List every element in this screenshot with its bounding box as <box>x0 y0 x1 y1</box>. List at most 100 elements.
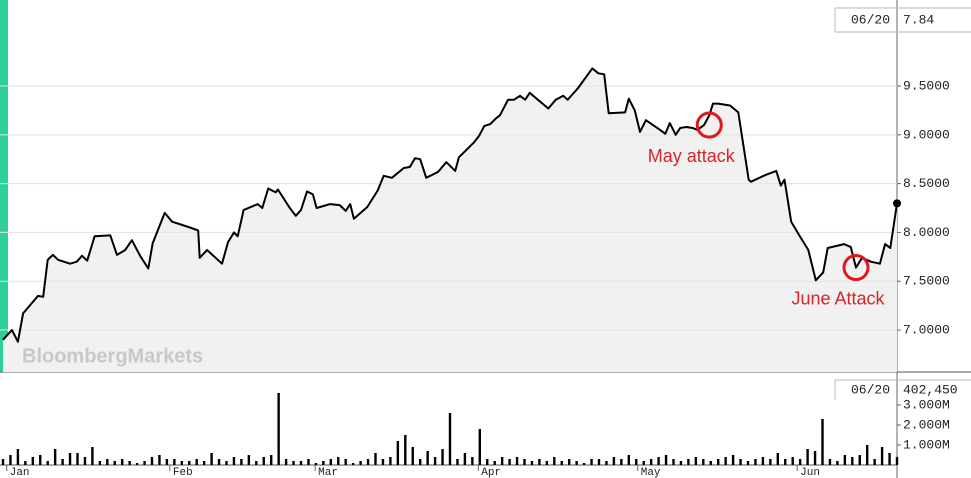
last-point <box>893 199 901 208</box>
volume-bar <box>188 461 191 465</box>
volume-bar <box>486 459 489 465</box>
volume-bar <box>530 461 534 465</box>
x-tick-label: Jan <box>10 467 30 478</box>
y-tick-label: 2.000M <box>903 417 950 432</box>
volume-bar <box>858 455 861 465</box>
volume-bar <box>299 461 303 465</box>
volume-bar <box>679 461 683 465</box>
volume-bar <box>568 459 571 465</box>
volume-bar <box>76 453 79 465</box>
volume-bar <box>46 461 49 465</box>
volume-bar <box>627 455 630 465</box>
volume-bar <box>210 453 213 465</box>
volume-bar <box>836 461 839 465</box>
annotation-circle <box>695 111 723 139</box>
y-tick-label: 7.0000 <box>903 322 950 337</box>
volume-bar <box>776 453 779 465</box>
volume-bar <box>284 459 288 465</box>
volume-bar <box>106 459 109 465</box>
volume-bar <box>672 459 675 465</box>
volume-bar <box>709 461 712 465</box>
volume-bar <box>545 461 549 465</box>
price-line <box>2 67 898 343</box>
volume-bar <box>597 459 601 465</box>
volume-bar <box>128 461 131 465</box>
volume-bar <box>456 459 459 465</box>
volume-bar <box>344 459 347 465</box>
volume-bar <box>411 447 414 465</box>
area <box>3 68 897 373</box>
y-tick-label: 8.5000 <box>903 176 950 191</box>
price-latest: 7.84 <box>903 12 934 27</box>
volume-bar <box>754 459 757 465</box>
volume-bar <box>270 455 273 465</box>
volume-bar <box>68 453 72 465</box>
volume-bar <box>523 459 526 465</box>
price-date: 06/20 <box>851 12 890 27</box>
volume-bar <box>232 457 236 465</box>
volume-bar <box>150 457 154 465</box>
volume-bar <box>888 453 891 465</box>
x-tick-label: Jun <box>800 467 820 478</box>
volume-bar <box>575 461 578 465</box>
volume-bar <box>821 419 824 465</box>
volume-bar <box>702 459 705 465</box>
volume-bar <box>180 461 183 465</box>
volume-bar <box>83 457 87 465</box>
volume-bar <box>769 459 772 465</box>
volume-bar <box>433 457 437 465</box>
annotation-label: June Attack <box>791 288 885 308</box>
x-tick-label: Feb <box>173 467 193 478</box>
volume-bar <box>359 461 362 465</box>
volume-bar <box>351 463 355 465</box>
volume-bar <box>217 459 221 465</box>
volume-bar <box>538 459 541 465</box>
volume-bar <box>24 461 27 465</box>
volume-bar <box>649 459 653 465</box>
annotation-label: May attack <box>648 146 736 166</box>
volume-bar <box>39 455 42 465</box>
volume-bar <box>419 459 422 465</box>
volume-bar <box>314 463 318 465</box>
volume-bar <box>478 429 481 465</box>
volume-bar <box>873 459 876 465</box>
volume-bar <box>16 449 20 465</box>
volume-bar <box>687 459 690 465</box>
y-tick-label: 7.5000 <box>903 274 950 289</box>
volume-bar <box>113 461 116 465</box>
volume-bar <box>61 459 64 465</box>
volume-bar <box>508 459 511 465</box>
volume-bar <box>9 455 12 465</box>
volume-bar <box>374 453 377 465</box>
volume-bar <box>31 457 34 465</box>
volume-bar <box>91 447 94 465</box>
volume-bar <box>500 457 504 465</box>
volume-bar <box>448 413 452 465</box>
volume-bar <box>173 459 176 465</box>
volume-bar <box>121 459 124 465</box>
volume-bar <box>381 459 385 465</box>
volume-bar <box>784 459 787 465</box>
volume-bar <box>791 457 794 465</box>
y-tick-label: 9.0000 <box>903 127 950 142</box>
volume-bar <box>828 459 832 465</box>
x-tick-label: Mar <box>318 467 338 478</box>
volume-bar <box>135 463 139 465</box>
volume-bar <box>806 449 809 465</box>
volume-bar <box>463 453 467 465</box>
volume-bar <box>225 461 228 465</box>
volume-bar <box>247 455 251 465</box>
volume-bar <box>195 459 198 465</box>
volume-bar <box>202 461 206 465</box>
volume-bar <box>664 455 668 465</box>
volume-bar <box>143 461 146 465</box>
accent-bar <box>0 0 8 372</box>
volume-bar <box>739 459 742 465</box>
volume-bar <box>724 457 727 465</box>
volume-bar <box>366 459 370 465</box>
volume-date: 06/20 <box>851 382 890 397</box>
volume-bar <box>582 463 586 465</box>
x-tick-label: Apr <box>481 467 501 478</box>
